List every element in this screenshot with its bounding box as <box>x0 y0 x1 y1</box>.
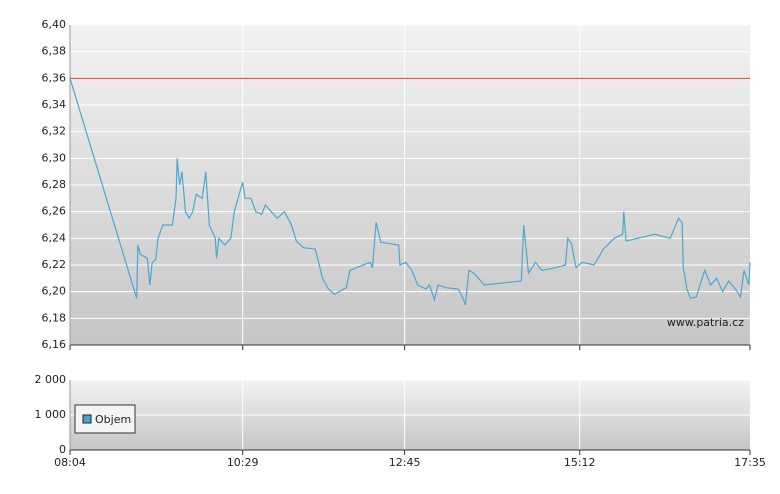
y-tick-label: 1 000 <box>35 408 67 421</box>
x-tick-label: 17:35 <box>734 456 766 469</box>
y-tick-label: 6,32 <box>42 125 67 138</box>
price-line <box>69 78 751 306</box>
y-tick-label: 2 000 <box>35 373 67 386</box>
legend-swatch <box>82 414 92 424</box>
y-tick-label: 6,18 <box>42 311 67 324</box>
x-tick-label: 15:12 <box>564 456 596 469</box>
y-tick-label: 6,20 <box>42 285 67 298</box>
y-tick-label: 6,22 <box>42 258 67 271</box>
y-tick-label: 6,16 <box>42 338 67 351</box>
watermark: www.patria.cz <box>667 316 744 329</box>
y-tick-label: 6,28 <box>42 178 67 191</box>
x-tick-label: 08:04 <box>54 456 86 469</box>
x-tick-label: 12:45 <box>389 456 421 469</box>
y-tick-label: 6,26 <box>42 205 67 218</box>
y-tick-label: 6,30 <box>42 151 67 164</box>
y-tick-label: 6,34 <box>42 98 67 111</box>
y-tick-label: 6,38 <box>42 45 67 58</box>
x-tick-label: 10:29 <box>227 456 259 469</box>
y-tick-label: 6,24 <box>42 231 67 244</box>
legend-label: Objem <box>95 413 131 426</box>
y-tick-label: 6,36 <box>42 71 67 84</box>
y-tick-label: 6,40 <box>42 18 67 31</box>
y-tick-label: 0 <box>59 443 66 456</box>
